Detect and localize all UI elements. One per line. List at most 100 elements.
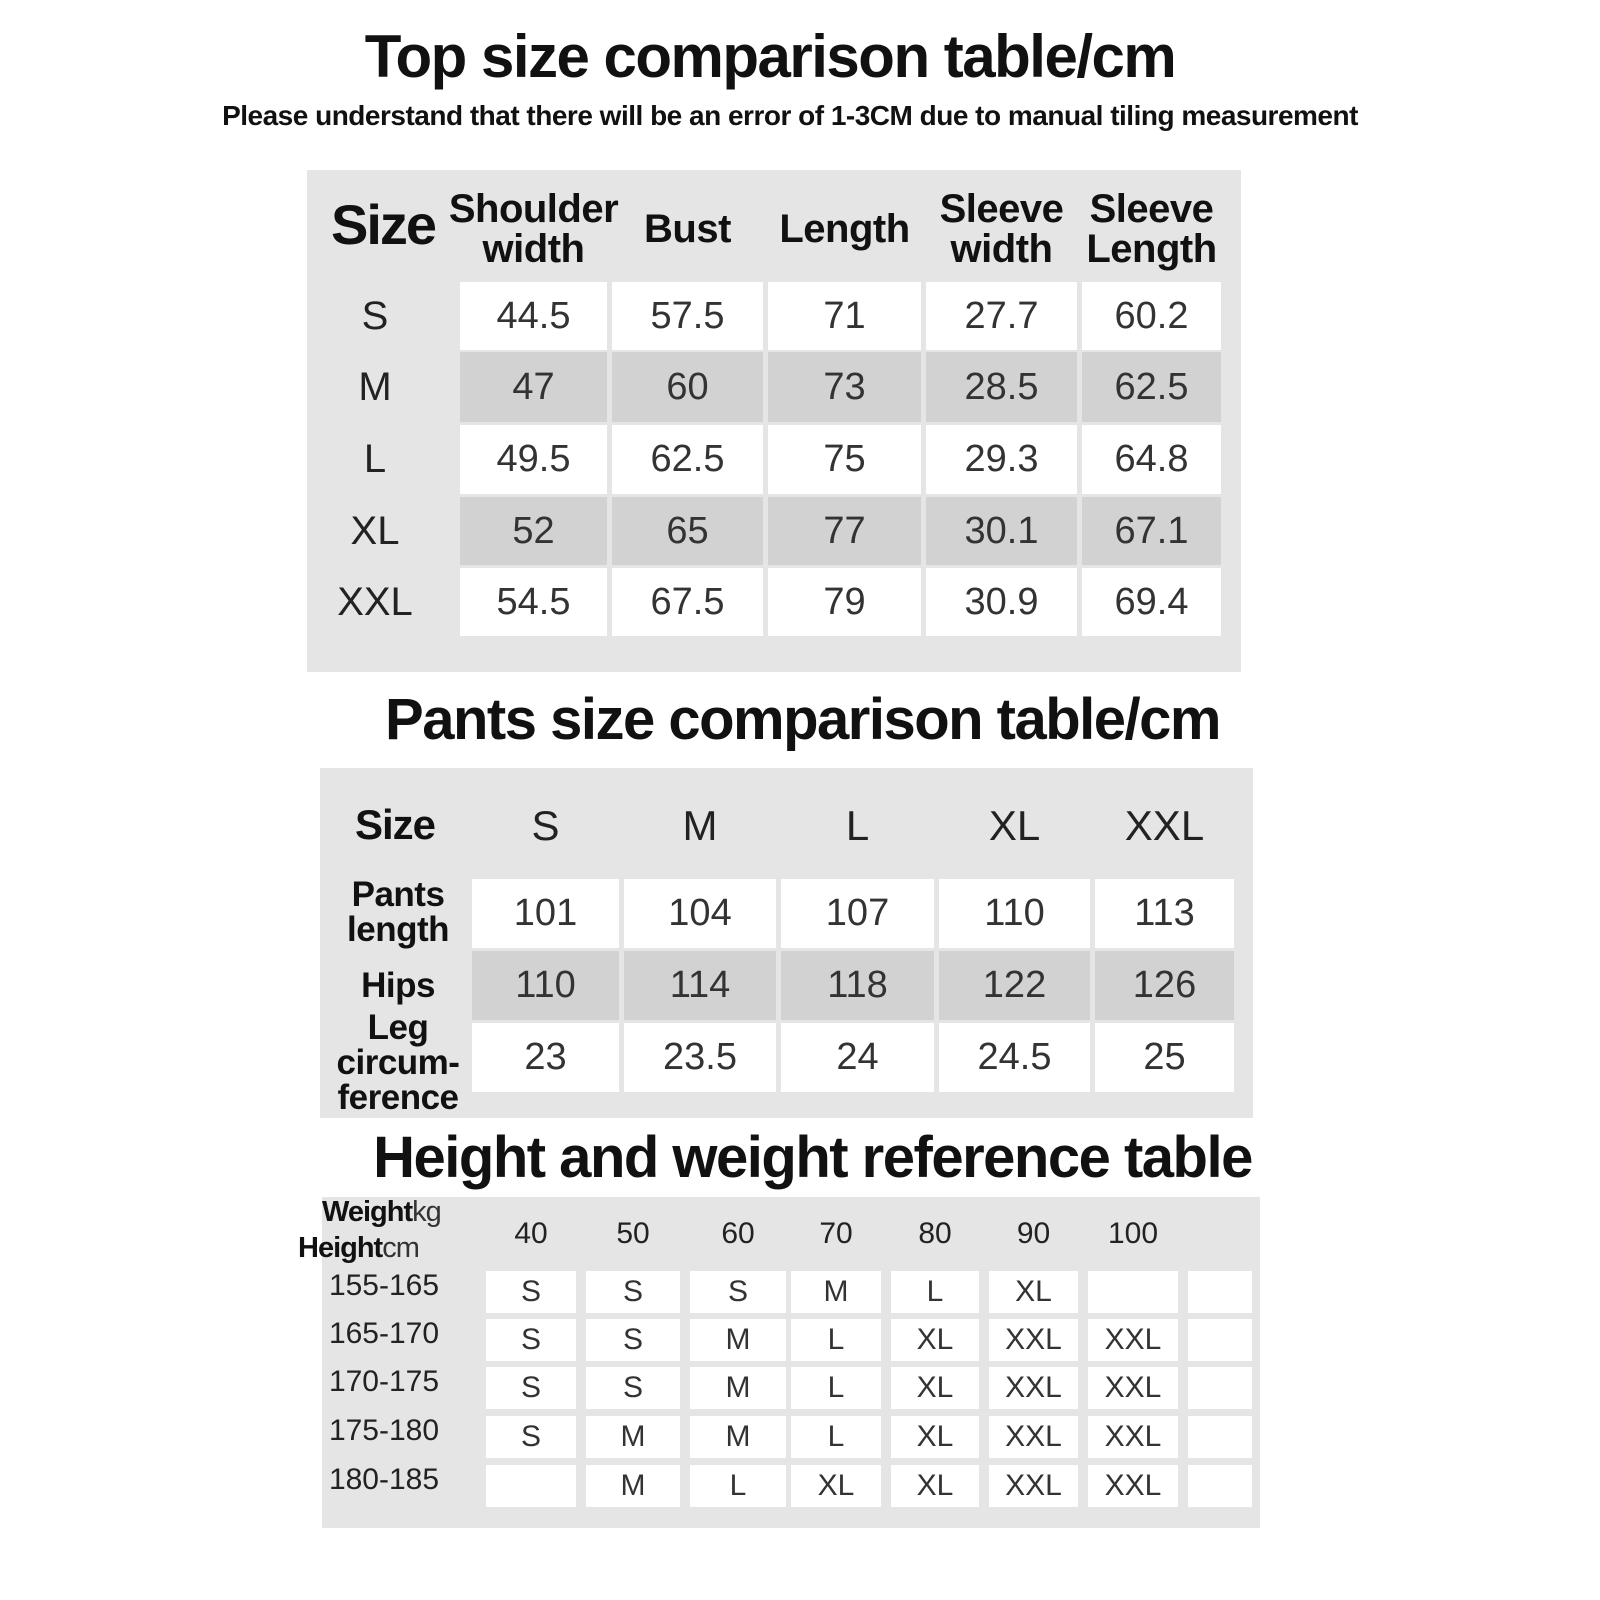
data-cell: 118 <box>781 951 934 1020</box>
data-cell: S <box>486 1319 576 1361</box>
data-cell: 29.3 <box>926 425 1077 494</box>
data-cell: S <box>486 1271 576 1313</box>
weight-unit: kg <box>412 1196 442 1228</box>
data-cell: XXL <box>989 1319 1078 1361</box>
data-cell: 57.5 <box>612 282 763 350</box>
data-cell: M <box>586 1465 680 1507</box>
data-cell: XXL <box>1088 1367 1178 1409</box>
header-cell: XXL <box>1124 802 1205 849</box>
data-cell: 71 <box>768 282 921 350</box>
data-cell: S <box>690 1271 786 1313</box>
header-cell: Size <box>330 193 437 256</box>
data-cell: XL <box>891 1416 979 1458</box>
header-cell: 100 <box>1107 1217 1159 1250</box>
data-cell: L <box>791 1367 881 1409</box>
row-label: Hips <box>361 965 435 1005</box>
data-cell <box>1088 1271 1178 1313</box>
data-cell: 110 <box>472 951 619 1020</box>
data-cell: 79 <box>768 568 921 636</box>
data-cell <box>1188 1367 1252 1409</box>
data-cell: M <box>791 1271 881 1313</box>
data-cell: 73 <box>768 352 921 422</box>
header-cell: Length <box>779 207 910 251</box>
data-cell: 126 <box>1095 951 1234 1020</box>
data-cell: 122 <box>939 951 1090 1020</box>
header-cell: Sleeve width <box>939 187 1064 271</box>
header-cell: 60 <box>721 1217 755 1250</box>
data-cell: 52 <box>460 497 607 565</box>
data-cell: XXL <box>989 1416 1078 1458</box>
data-cell: 60.2 <box>1082 282 1221 350</box>
row-label: XL <box>350 508 400 553</box>
data-cell: 24 <box>781 1023 934 1092</box>
data-cell: M <box>690 1319 786 1361</box>
data-cell: 54.5 <box>460 568 607 636</box>
data-cell: M <box>586 1416 680 1458</box>
top-subtitle: Please understand that there will be an … <box>222 100 1358 131</box>
data-cell: 30.1 <box>926 497 1077 565</box>
data-cell: 28.5 <box>926 352 1077 422</box>
data-cell: 114 <box>624 951 776 1020</box>
data-cell: 67.5 <box>612 568 763 636</box>
data-cell: 101 <box>472 879 619 948</box>
header-cell: Bust <box>644 207 731 251</box>
data-cell: XL <box>791 1465 881 1507</box>
data-cell: 44.5 <box>460 282 607 350</box>
data-cell: 62.5 <box>1082 352 1221 422</box>
data-cell: XL <box>989 1271 1078 1313</box>
data-cell: M <box>690 1367 786 1409</box>
header-cell: 40 <box>514 1217 548 1250</box>
pants-title: Pants size comparison table/cm <box>385 687 1221 752</box>
data-cell: XL <box>891 1367 979 1409</box>
row-label: Pants length <box>347 875 449 949</box>
data-cell: XXL <box>1088 1319 1178 1361</box>
data-cell: 75 <box>768 425 921 494</box>
data-cell: 64.8 <box>1082 425 1221 494</box>
row-label: 180-185 <box>328 1463 440 1496</box>
data-cell: 25 <box>1095 1023 1234 1092</box>
data-cell: 65 <box>612 497 763 565</box>
data-cell: 77 <box>768 497 921 565</box>
data-cell <box>1188 1271 1252 1313</box>
header-cell: 50 <box>616 1217 650 1250</box>
hw-title: Height and weight reference table <box>373 1125 1253 1190</box>
top-title: Top size comparison table/cm <box>364 23 1177 90</box>
header-cell: Sleeve Length <box>1086 187 1217 271</box>
data-cell: 23 <box>472 1023 619 1092</box>
data-cell: XXL <box>989 1367 1078 1409</box>
row-label: M <box>358 364 392 409</box>
height-unit: cm <box>382 1232 420 1264</box>
row-label: XXL <box>337 579 413 624</box>
data-cell: 60 <box>612 352 763 422</box>
data-cell: L <box>791 1319 881 1361</box>
data-cell: 62.5 <box>612 425 763 494</box>
data-cell: L <box>891 1271 979 1313</box>
header-cell: 70 <box>819 1217 853 1250</box>
data-cell: 113 <box>1095 879 1234 948</box>
data-cell: 24.5 <box>939 1023 1090 1092</box>
data-cell: XXL <box>1088 1465 1178 1507</box>
header-cell: 90 <box>1016 1217 1051 1250</box>
data-cell: S <box>586 1271 680 1313</box>
row-label: 165-170 <box>328 1317 440 1350</box>
data-cell: XL <box>891 1465 979 1507</box>
weight-word: Weight <box>322 1196 413 1228</box>
data-cell: M <box>690 1416 786 1458</box>
data-cell: XXL <box>1088 1416 1178 1458</box>
data-cell: 27.7 <box>926 282 1077 350</box>
row-label: S <box>361 293 389 338</box>
header-cell: S <box>531 802 560 849</box>
header-cell: 80 <box>918 1217 952 1250</box>
data-cell: 67.1 <box>1082 497 1221 565</box>
header-cell: Shoulder width <box>448 187 619 271</box>
header-cell: Size <box>354 801 436 848</box>
data-cell <box>486 1465 576 1507</box>
data-cell: S <box>486 1367 576 1409</box>
data-cell: 107 <box>781 879 934 948</box>
height-word: Height <box>298 1232 383 1264</box>
row-label: L <box>363 437 387 481</box>
data-cell: 110 <box>939 879 1090 948</box>
row-label: Leg circum-ference <box>336 1007 460 1117</box>
data-cell: 47 <box>460 352 607 422</box>
